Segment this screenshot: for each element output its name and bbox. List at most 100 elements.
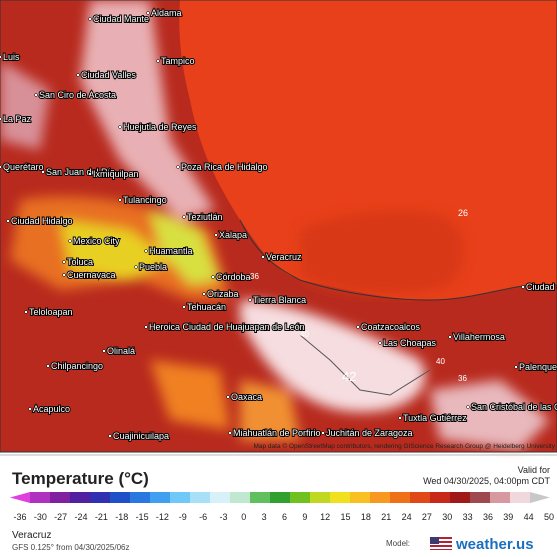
color-swatch [470,492,491,503]
contour-label: 40 [436,357,445,366]
city-label: Villahermosa [453,332,505,342]
scale-label: -27 [54,512,67,522]
city-dot [144,249,148,253]
color-swatch [10,492,30,503]
city-label: La Paz [3,114,32,124]
city-dot [0,165,2,169]
color-swatch [130,492,151,503]
city-label: Teziutlán [187,212,223,222]
scale-label: 21 [381,512,391,522]
city-dot [321,431,325,435]
city-dot [521,285,525,289]
city-dot [46,364,50,368]
city-dot [248,298,252,302]
city-label: Teloloapan [29,307,73,317]
city-dot [466,405,470,409]
color-swatch [210,492,231,503]
scale-label: -12 [156,512,169,522]
city-dot [182,215,186,219]
city-dot [28,407,32,411]
scale-label: 33 [463,512,473,522]
city-label: Chilpancingo [51,361,103,371]
scale-label: 3 [262,512,267,522]
city-label: Olinalá [107,346,135,356]
city-dot [378,341,382,345]
city-label: Tuxtla Gutiérrez [403,413,467,423]
scale-label: 18 [361,512,371,522]
scale-label: 0 [241,512,246,522]
city-dot [182,305,186,309]
model-label: Model: [386,539,410,548]
contour-label: 26 [458,208,468,218]
city-label: Veracruz [266,252,302,262]
color-swatch [370,492,391,503]
scale-label: -21 [95,512,108,522]
color-swatch [190,492,211,503]
color-swatch [150,492,171,503]
city-label: Poza Rica de Hidalgo [181,162,268,172]
scale-label: -36 [13,512,26,522]
city-dot [62,260,66,264]
contour-label: 36 [458,374,467,383]
brand[interactable]: weather.us [455,536,534,553]
city-dot [228,431,232,435]
city-dot [156,59,160,63]
city-dot [102,349,106,353]
city-dot [62,273,66,277]
city-dot [108,434,112,438]
city-label: Oaxaca [231,392,262,402]
color-swatch [510,492,531,503]
color-swatch [410,492,431,503]
color-swatch [310,492,331,503]
city-dot [261,255,265,259]
city-dot [68,239,72,243]
city-label: Juchitán de Zaragoza [326,428,413,438]
city-dot [6,219,10,223]
city-label: Palenque [519,362,557,372]
legend-title: Temperature (°C) [12,469,149,488]
contour-label: 40 [300,330,309,339]
city-label: Toluca [67,257,93,267]
city-label: Huamantla [149,246,193,256]
city-label: Miahuatlán de Porfirio [233,428,321,438]
attribution: Map data © OpenStreetMap contributors, r… [253,442,555,450]
contour-label: 36 [250,272,259,281]
scale-label: 24 [402,512,412,522]
city-dot [0,117,2,121]
city-label: Mexico City [73,236,120,246]
color-swatch [30,492,51,503]
city-dot [88,17,92,21]
city-label: Luis [3,52,20,62]
city-dot [356,325,360,329]
scale-label: -30 [34,512,47,522]
city-label: Querétaro [3,162,44,172]
city-dot [118,198,122,202]
city-dot [24,310,28,314]
color-swatch [270,492,291,503]
city-label: San Ciro de Acosta [39,90,116,100]
map [0,0,557,453]
city-dot [146,11,150,15]
contour-label: 42 [342,369,356,384]
color-swatch [230,492,251,503]
city-label: Córdoba [216,272,251,282]
city-label: Tehuacán [187,302,226,312]
location: Veracruz [12,530,51,541]
city-label: Ciudad Mante [93,14,149,24]
city-label: Tierra Blanca [253,295,306,305]
valid-time: Wed 04/30/2025, 04:00pm CDT [423,476,550,486]
city-label: Acapulco [33,404,70,414]
color-swatch [290,492,311,503]
scale-label: -6 [199,512,207,522]
city-dot [144,325,148,329]
scale-label: -9 [179,512,187,522]
city-dot [398,416,402,420]
scale-label: 30 [442,512,452,522]
city-dot [88,172,92,176]
city-dot [0,55,2,59]
city-label: San Cristóbal de las Casas [471,402,557,412]
city-label: Tulancingo [123,195,167,205]
scale-label: 39 [503,512,513,522]
city-label: Tampico [161,56,195,66]
